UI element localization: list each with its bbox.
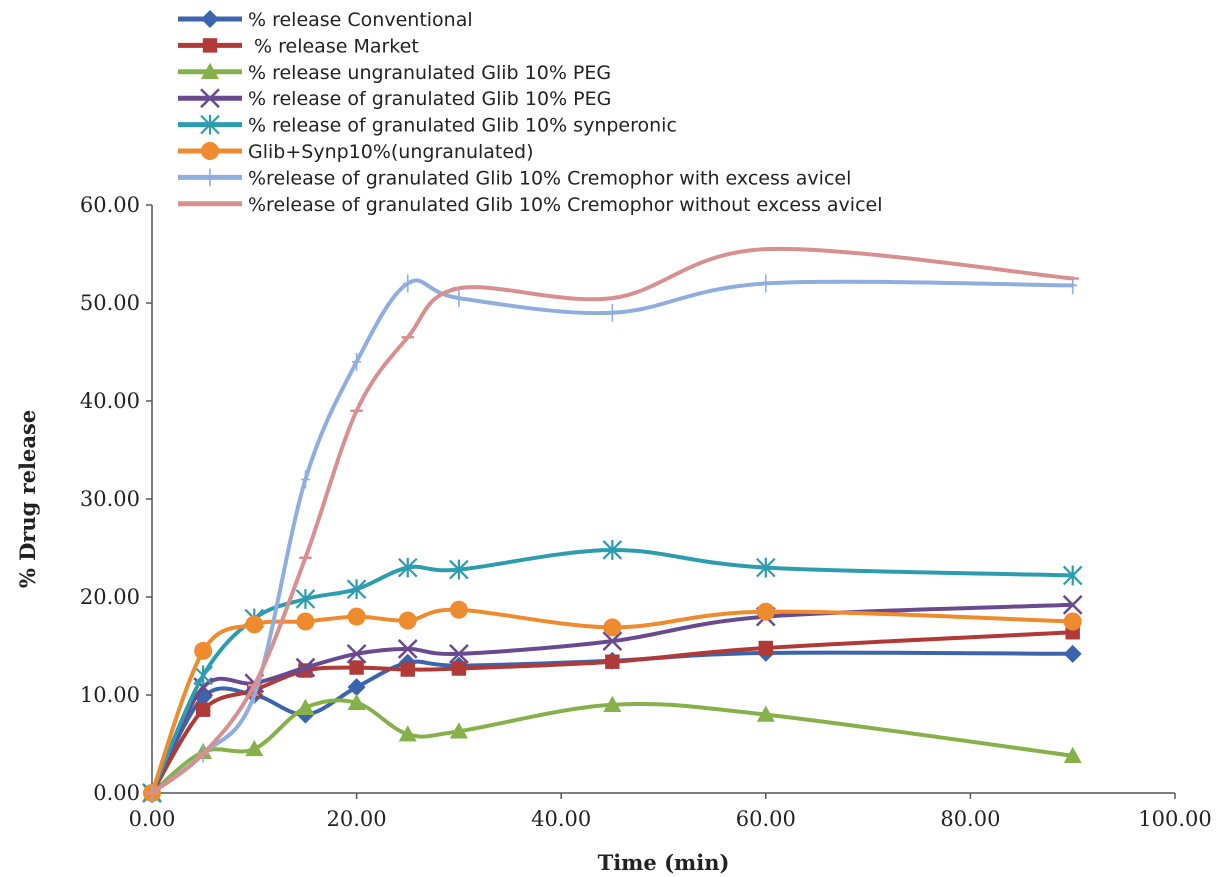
data-point [449,722,468,739]
y-tick-label: 50.00 [80,291,140,315]
data-point [194,641,213,660]
data-point [605,654,620,669]
data-point [347,607,366,626]
legend-entry: Glib+Synp10%(ungranulated) [178,141,534,163]
data-point [400,662,415,677]
data-point [300,470,310,489]
data-point [201,62,219,79]
data-point [346,643,367,664]
legend-entry: % release of granulated Glib 10% synpero… [178,115,677,137]
data-point [245,615,264,634]
series-7 [147,274,1078,802]
legend-label: % release Conventional [248,9,473,31]
data-point [756,602,775,621]
y-tick-label: 40.00 [80,389,140,413]
data-point [346,579,367,600]
data-point [205,168,215,187]
y-tick-label: 20.00 [80,585,140,609]
legend-label: % release Market [248,35,419,57]
data-point [201,10,219,28]
data-point [193,665,213,686]
data-point [295,657,316,678]
data-point [195,702,211,717]
data-point [349,660,364,675]
data-point [602,540,623,560]
legend: % release Conventional % release Market%… [178,9,883,216]
data-point [397,557,418,578]
x-tick-label: 40.00 [531,807,591,831]
data-point [454,289,464,308]
y-tick-label: 10.00 [80,683,140,707]
data-point [200,114,220,135]
x-tick-label: 60.00 [736,807,796,831]
data-point [1063,746,1082,763]
legend-entry: %release of granulated Glib 10% Cremopho… [178,194,883,216]
data-point [201,142,219,160]
legend-label: %release of granulated Glib 10% Cremopho… [248,194,883,216]
data-point [1063,612,1082,631]
data-point [398,611,417,630]
series-8 [145,246,1079,795]
legend-entry: % release Conventional [178,9,473,31]
legend-label: Glib+Synp10%(ungranulated) [248,141,534,163]
data-point [756,705,775,722]
data-point [245,739,264,757]
data-point [200,88,220,109]
y-axis-title: % Drug release [15,410,40,588]
data-point [449,600,468,619]
data-point [1062,594,1083,615]
legend-label: % release of granulated Glib 10% PEG [248,88,611,110]
data-point [449,559,469,580]
ticks: 0.00 10.00 20.00 30.00 40.00 50.00 60.00 0.00 20… [80,193,1212,831]
data-point [451,661,467,676]
data-point [449,643,469,664]
data-point [1063,644,1082,663]
data-point [607,303,617,322]
data-point [602,631,623,651]
data-point [296,698,315,715]
data-point [295,589,316,609]
y-tick-label: 30.00 [80,487,140,511]
data-point [603,695,622,712]
legend-entry: %release of granulated Glib 10% Cremopho… [178,167,851,189]
y-tick-label: 0.00 [93,781,140,805]
data-point [758,640,773,656]
series [142,246,1083,803]
data-point [756,557,776,578]
series-line [150,278,1075,795]
data-point [202,38,218,53]
y-tick-label: 60.00 [80,193,140,217]
legend-label: %release of granulated Glib 10% Cremopho… [248,167,851,189]
x-tick-label: 0.00 [129,807,176,831]
series-6 [143,600,1082,802]
x-tick-label: 20.00 [327,807,387,831]
legend-entry: % release of granulated Glib 10% PEG [178,88,611,110]
data-point [347,693,366,711]
legend-entry: % release ungranulated Glib 10% PEG [178,62,611,84]
data-point [397,639,418,659]
data-point [398,725,417,742]
legend-label: % release ungranulated Glib 10% PEG [248,62,611,84]
data-point [347,678,366,697]
x-axis-title: Time (min) [598,850,730,875]
series-line [150,698,1075,795]
data-point [403,274,413,293]
data-point [1062,565,1083,586]
legend-label: % release of granulated Glib 10% synpero… [248,115,677,137]
x-tick-label: 80.00 [940,807,1000,831]
data-point [352,352,362,371]
x-tick-label: 100.00 [1138,807,1211,831]
legend-entry: % release Market [178,35,419,57]
data-point [296,612,315,631]
data-point [761,274,771,293]
data-point [603,618,622,637]
